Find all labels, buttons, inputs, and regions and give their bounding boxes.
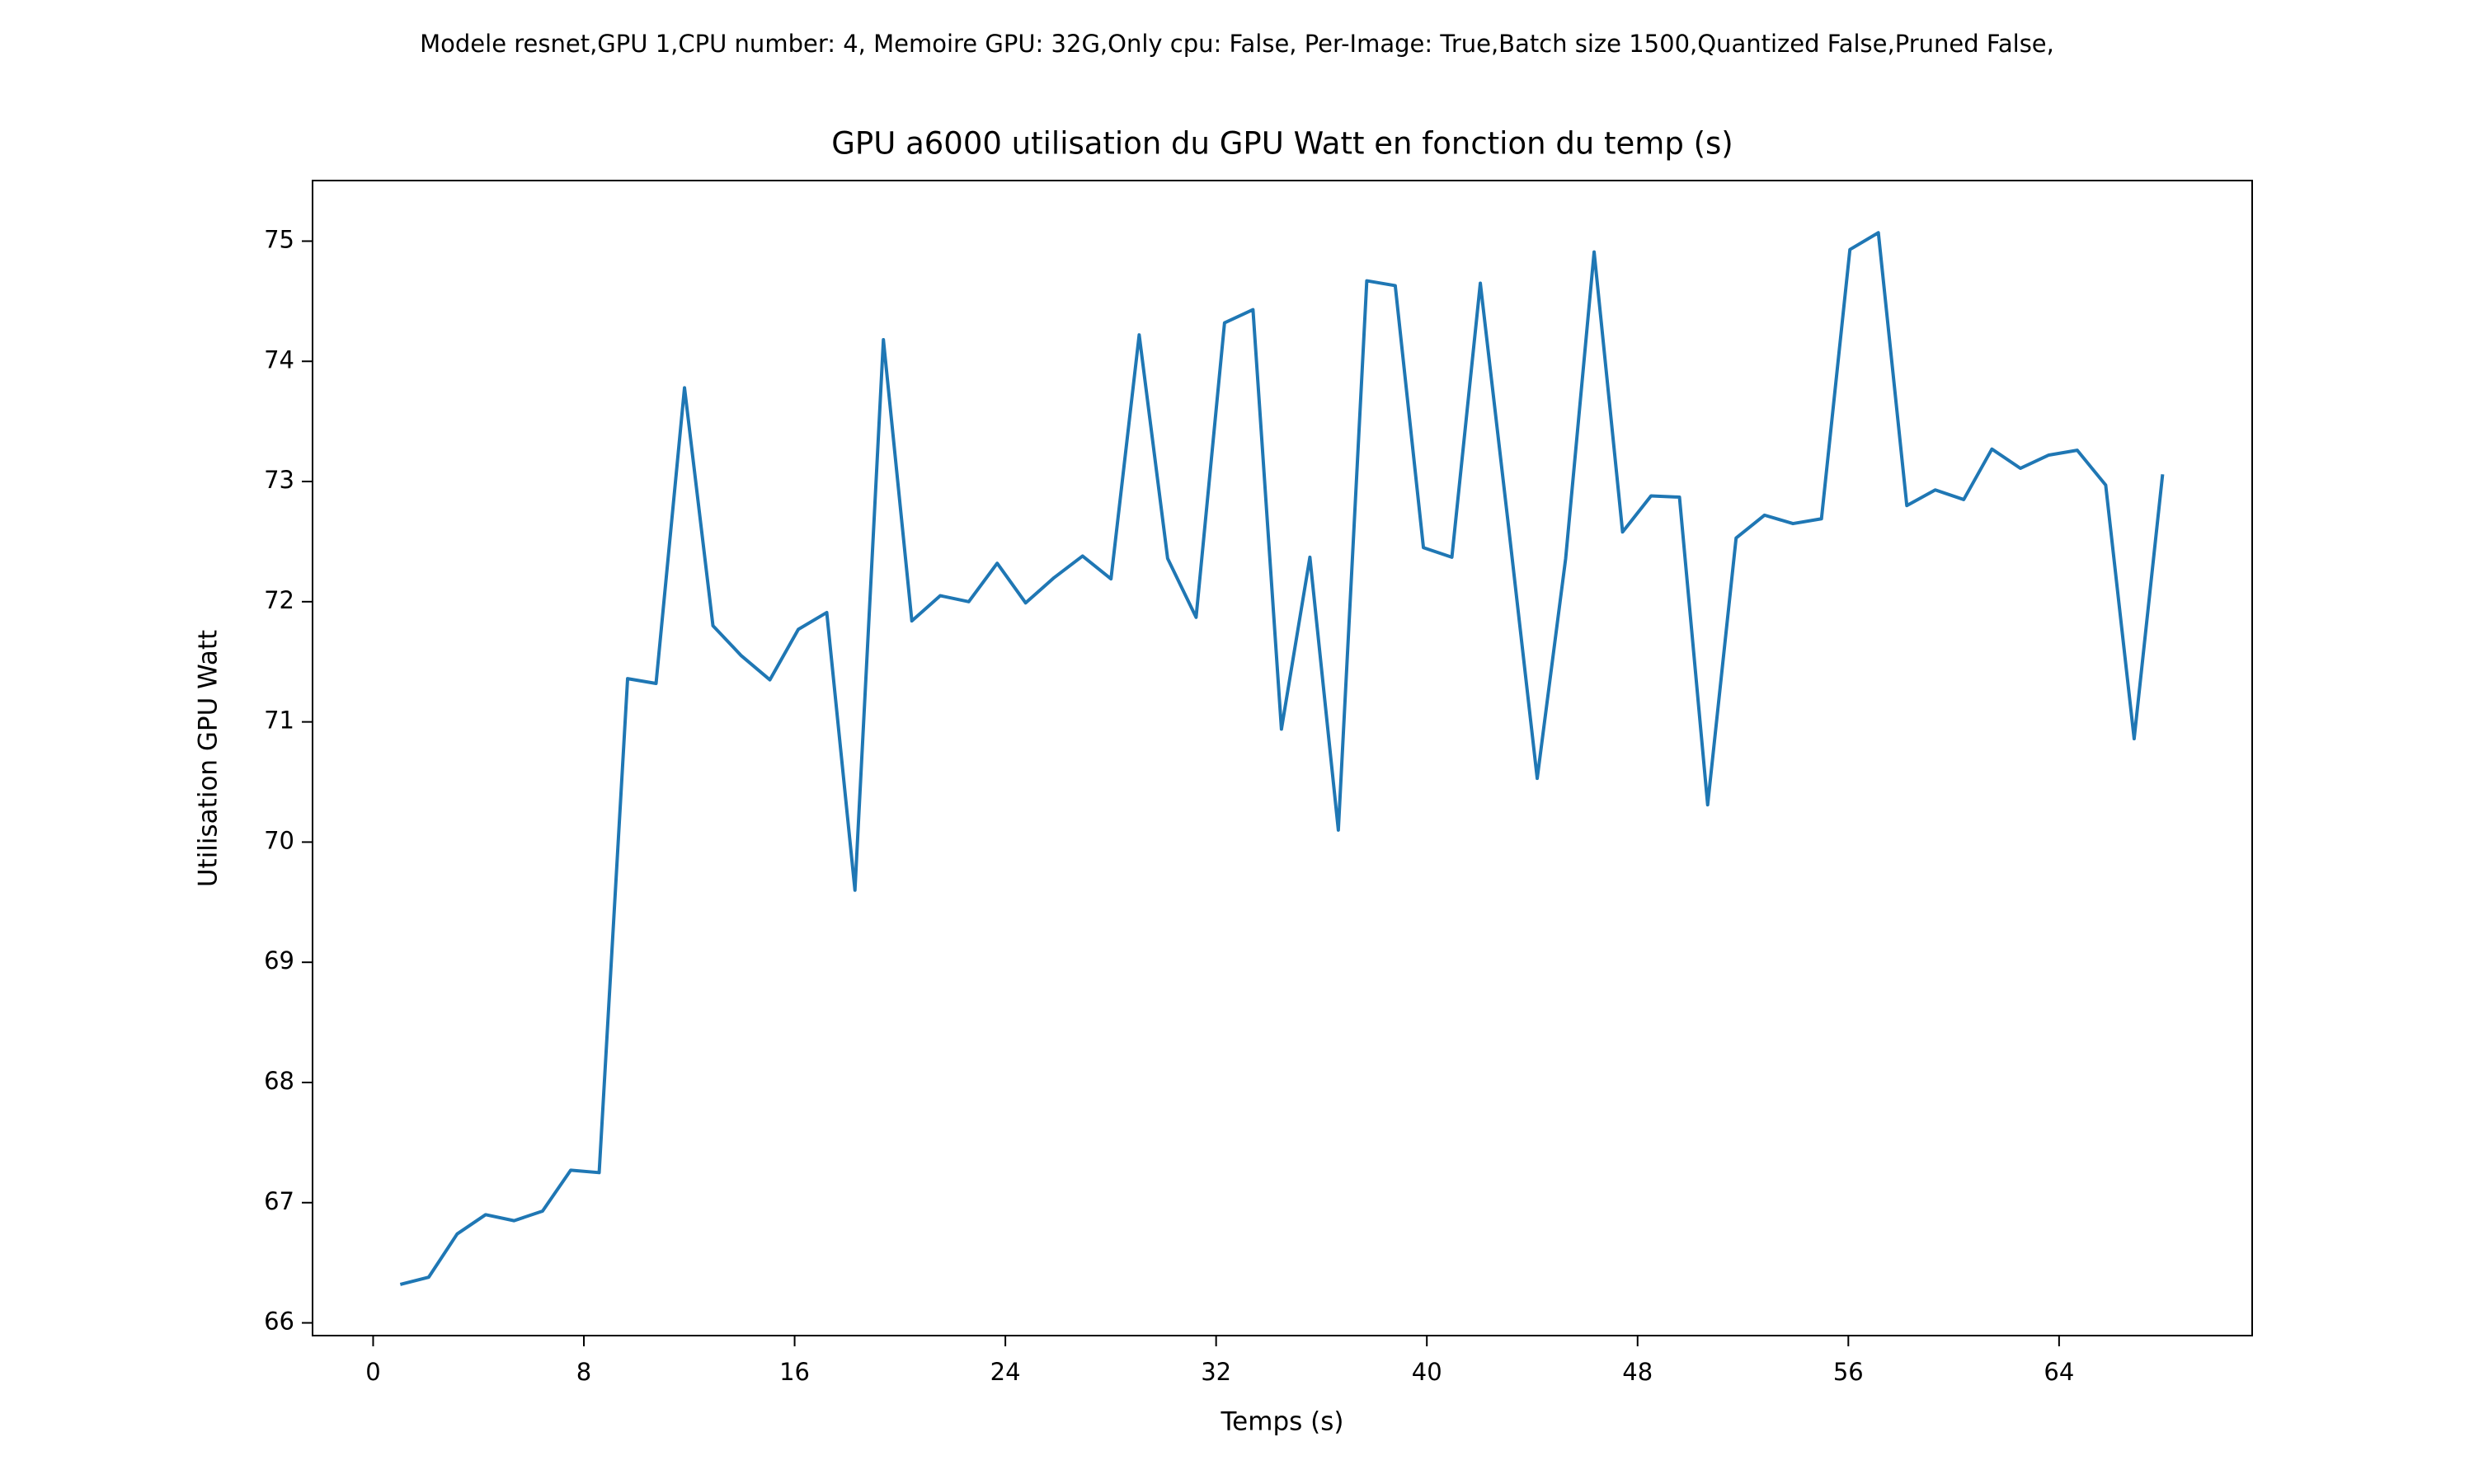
y-tick-label: 71 [264, 707, 294, 735]
y-tick-label: 74 [264, 345, 294, 373]
y-tick-label: 75 [264, 225, 294, 253]
suptitle: Modele resnet,GPU 1,CPU number: 4, Memoi… [420, 30, 2054, 58]
x-tick-label: 64 [2044, 1358, 2074, 1386]
data-line [399, 231, 2165, 1286]
y-tick-label: 73 [264, 466, 294, 494]
x-tick-label: 40 [1412, 1358, 1442, 1386]
y-axis-label: Utilisation GPU Watt [194, 630, 223, 887]
y-tick-label: 72 [264, 586, 294, 614]
x-tick-label: 16 [779, 1358, 810, 1386]
plot-frame [312, 180, 2253, 1336]
x-axis-label: Temps (s) [1221, 1407, 1344, 1437]
x-tick-label: 8 [576, 1358, 591, 1386]
x-tick-label: 0 [365, 1358, 380, 1386]
chart-title: GPU a6000 utilisation du GPU Watt en fon… [831, 126, 1733, 162]
y-tick-label: 67 [264, 1187, 294, 1215]
y-tick-label: 68 [264, 1067, 294, 1095]
y-tick-label: 70 [264, 826, 294, 854]
x-tick-label: 32 [1201, 1358, 1231, 1386]
x-tick-label: 48 [1622, 1358, 1653, 1386]
x-tick-label: 56 [1833, 1358, 1864, 1386]
y-tick-label: 66 [264, 1308, 294, 1336]
x-tick-label: 24 [990, 1358, 1021, 1386]
y-tick-label: 69 [264, 946, 294, 974]
